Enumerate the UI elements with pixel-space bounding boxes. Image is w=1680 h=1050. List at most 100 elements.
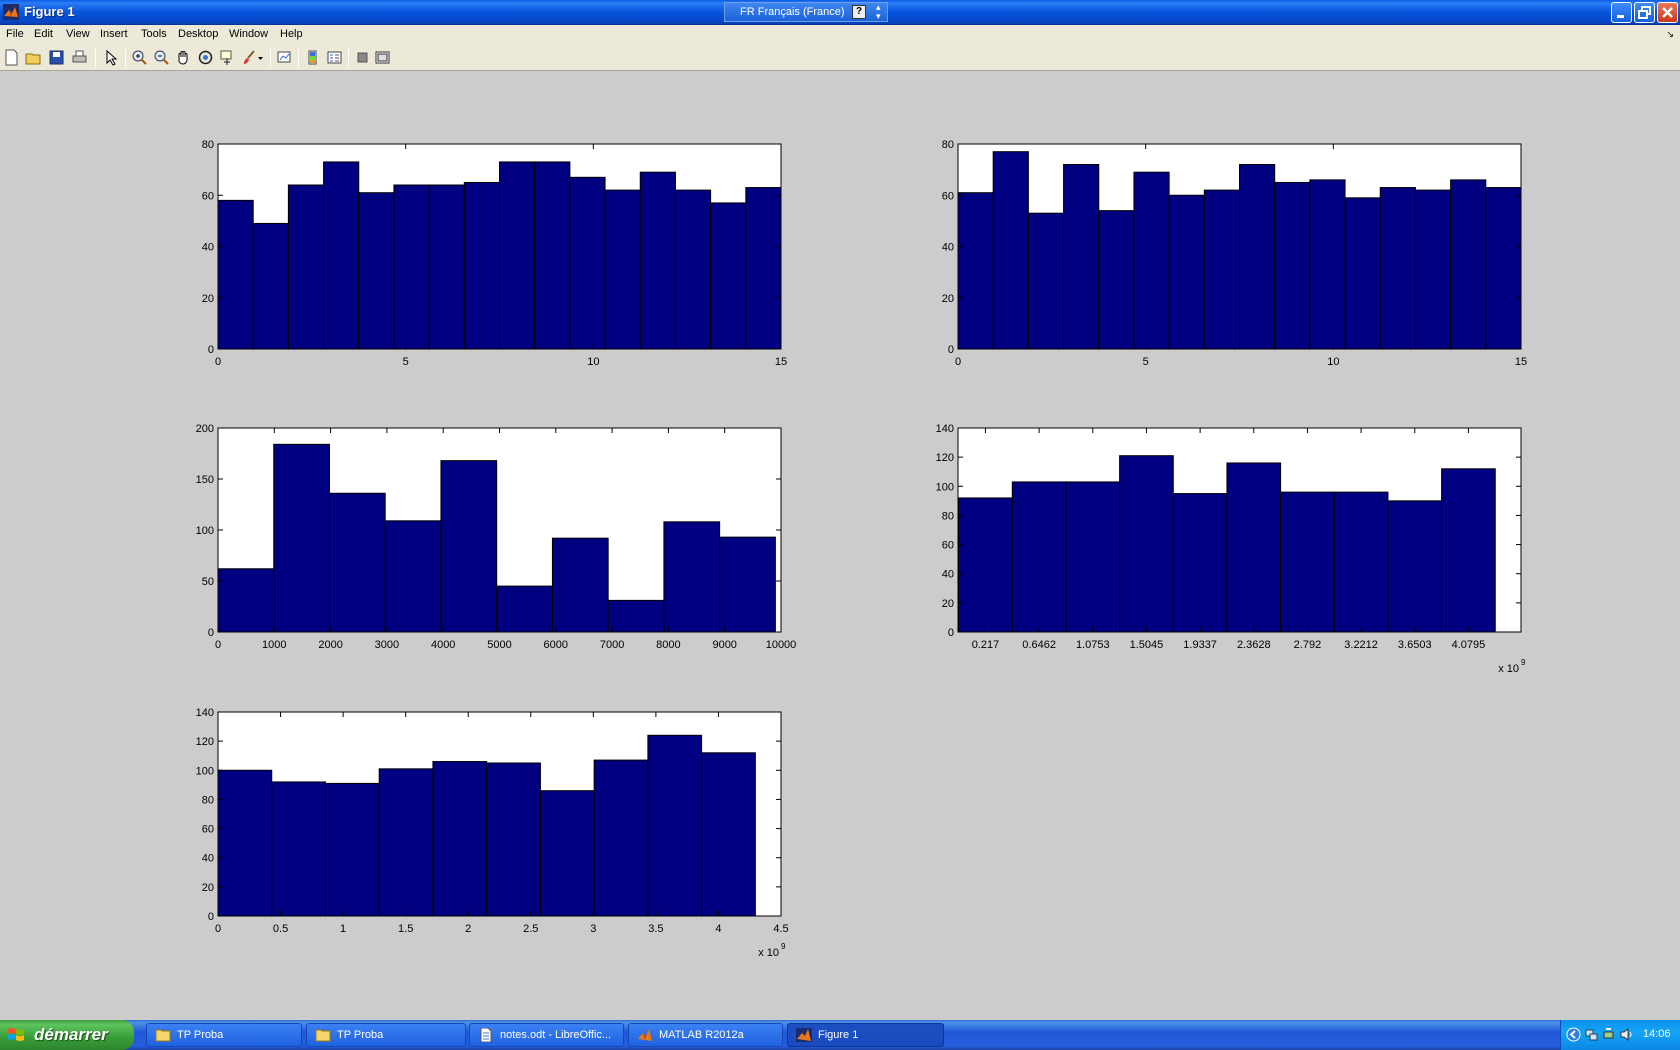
menu-view[interactable]: View: [66, 28, 90, 40]
histogram-bar: [328, 492, 386, 633]
y-tick-label: 80: [942, 139, 954, 151]
x-tick-label: 0: [955, 356, 961, 368]
edit-plot-icon[interactable]: [103, 49, 120, 66]
safely-remove-hardware-icon[interactable]: [1601, 1027, 1616, 1042]
x-tick-label: 10000: [766, 639, 797, 651]
histogram-bar: [1450, 179, 1487, 350]
x-tick-label: 15: [1515, 356, 1527, 368]
y-tick-label: 20: [942, 293, 954, 305]
figure-toolbar: [0, 45, 1680, 71]
hide-plot-tools-icon[interactable]: [354, 49, 371, 66]
y-tick-label: 140: [936, 423, 954, 435]
menu-window[interactable]: Window: [229, 28, 269, 40]
histogram-bar: [663, 521, 721, 633]
system-tray: 14:06: [1560, 1020, 1680, 1050]
rotate-3d-icon[interactable]: [197, 49, 214, 66]
matlab-icon: [638, 1029, 652, 1041]
y-tick-label: 20: [942, 598, 954, 610]
task-figure-1[interactable]: Figure 1: [787, 1023, 944, 1047]
x-tick-label: 5: [1143, 356, 1149, 368]
data-cursor-icon[interactable]: [219, 49, 236, 66]
histogram-bar: [958, 497, 1013, 633]
start-button[interactable]: démarrer: [0, 1020, 134, 1050]
x-tick-label: 10: [587, 356, 599, 368]
histogram-bar: [1441, 468, 1496, 633]
minimize-button[interactable]: [1611, 2, 1632, 23]
histogram-bar: [539, 790, 595, 917]
save-icon[interactable]: [48, 49, 65, 66]
window-title-bar[interactable]: Figure 1 FR Français (France) ? ▴ ▾: [0, 0, 1680, 25]
brush-dropdown-icon[interactable]: [256, 49, 265, 66]
menu-edit[interactable]: Edit: [34, 28, 53, 40]
histogram-bar: [323, 161, 360, 350]
new-figure-icon[interactable]: [3, 49, 20, 66]
open-file-icon[interactable]: [25, 49, 42, 66]
zoom-in-icon[interactable]: [131, 49, 148, 66]
x-tick-label: 0.217: [972, 639, 1000, 651]
network-icon[interactable]: [1584, 1027, 1599, 1042]
show-plot-tools-icon[interactable]: [374, 49, 391, 66]
task-tp-proba-1[interactable]: TP Proba: [146, 1023, 302, 1047]
help-icon[interactable]: ?: [852, 5, 866, 19]
histogram-bar: [273, 443, 330, 633]
colorbar-icon[interactable]: [304, 49, 321, 66]
print-icon[interactable]: [71, 49, 88, 66]
tray-collapse-icon[interactable]: [1566, 1027, 1581, 1042]
x-tick-label: 4000: [431, 639, 455, 651]
document-icon: [480, 1028, 492, 1042]
x-exponent-power: 9: [781, 942, 786, 951]
x-tick-label: 4: [715, 923, 721, 935]
x-tick-label: 9000: [712, 639, 736, 651]
histogram-bar: [1333, 491, 1389, 633]
language-bar-options-icon[interactable]: ▴ ▾: [876, 2, 881, 21]
matlab-figure-icon: [3, 4, 19, 20]
menu-insert[interactable]: Insert: [100, 28, 128, 40]
task-matlab[interactable]: MATLAB R2012a: [628, 1023, 783, 1047]
y-tick-label: 60: [202, 190, 214, 202]
x-tick-label: 1.9337: [1183, 639, 1217, 651]
x-exponent-power: 9: [1521, 658, 1526, 667]
task-tp-proba-2[interactable]: TP Proba: [306, 1023, 466, 1047]
x-tick-label: 8000: [656, 639, 680, 651]
brush-icon[interactable]: [241, 49, 258, 66]
x-tick-label: 3.5: [648, 923, 663, 935]
histogram-bar: [534, 161, 571, 350]
menu-file[interactable]: File: [6, 28, 24, 40]
matlab-figure-icon: [796, 1028, 812, 1042]
x-tick-label: 0.5: [273, 923, 288, 935]
y-tick-label: 20: [202, 882, 214, 894]
figure-canvas[interactable]: 0 5 10 15 0 20 40 60 80 0 5 10 15 0 20 40 60 80 0 1000 2000 3…: [0, 72, 1680, 1020]
legend-icon[interactable]: [326, 49, 343, 66]
x-tick-label: 10: [1327, 356, 1339, 368]
menu-desktop[interactable]: Desktop: [178, 28, 219, 40]
histogram-bar: [569, 176, 606, 350]
pan-icon[interactable]: [175, 49, 192, 66]
histogram-bar: [217, 199, 254, 350]
restore-button[interactable]: [1634, 2, 1655, 23]
menu-tools[interactable]: Tools: [141, 28, 167, 40]
x-exponent-label: x 10: [1498, 663, 1519, 675]
language-label: FR Français (France): [740, 6, 845, 18]
task-label: TP Proba: [337, 1029, 384, 1041]
y-tick-label: 40: [202, 242, 214, 254]
menu-help[interactable]: Help: [280, 28, 303, 40]
language-bar[interactable]: FR Français (France) ? ▴ ▾: [724, 2, 888, 22]
zoom-out-icon[interactable]: [153, 49, 170, 66]
histogram-bar: [428, 184, 465, 350]
histogram-bar: [1027, 212, 1065, 350]
toolbar-separator: [348, 49, 349, 67]
histogram-bar: [440, 460, 498, 633]
dock-arrow-icon[interactable]: ↘: [1666, 29, 1674, 39]
y-tick-label: 60: [942, 540, 954, 552]
x-tick-label: 5: [403, 356, 409, 368]
link-plot-icon[interactable]: [276, 49, 293, 66]
histogram-axes-5: 0 0.5 1 1.5 2 2.5 3 3.5 4 4.5 0 20 40 60 80 100 120 140 x …: [196, 707, 789, 959]
x-tick-label: 1.0753: [1076, 639, 1110, 651]
x-tick-label: 0: [215, 639, 221, 651]
toolbar-separator: [125, 49, 126, 67]
close-button[interactable]: [1657, 2, 1678, 23]
y-tick-label: 100: [196, 525, 214, 537]
volume-icon[interactable]: [1619, 1027, 1634, 1042]
histogram-bar: [1119, 455, 1174, 633]
task-libreoffice-notes[interactable]: notes.odt - LibreOffic...: [469, 1023, 624, 1047]
